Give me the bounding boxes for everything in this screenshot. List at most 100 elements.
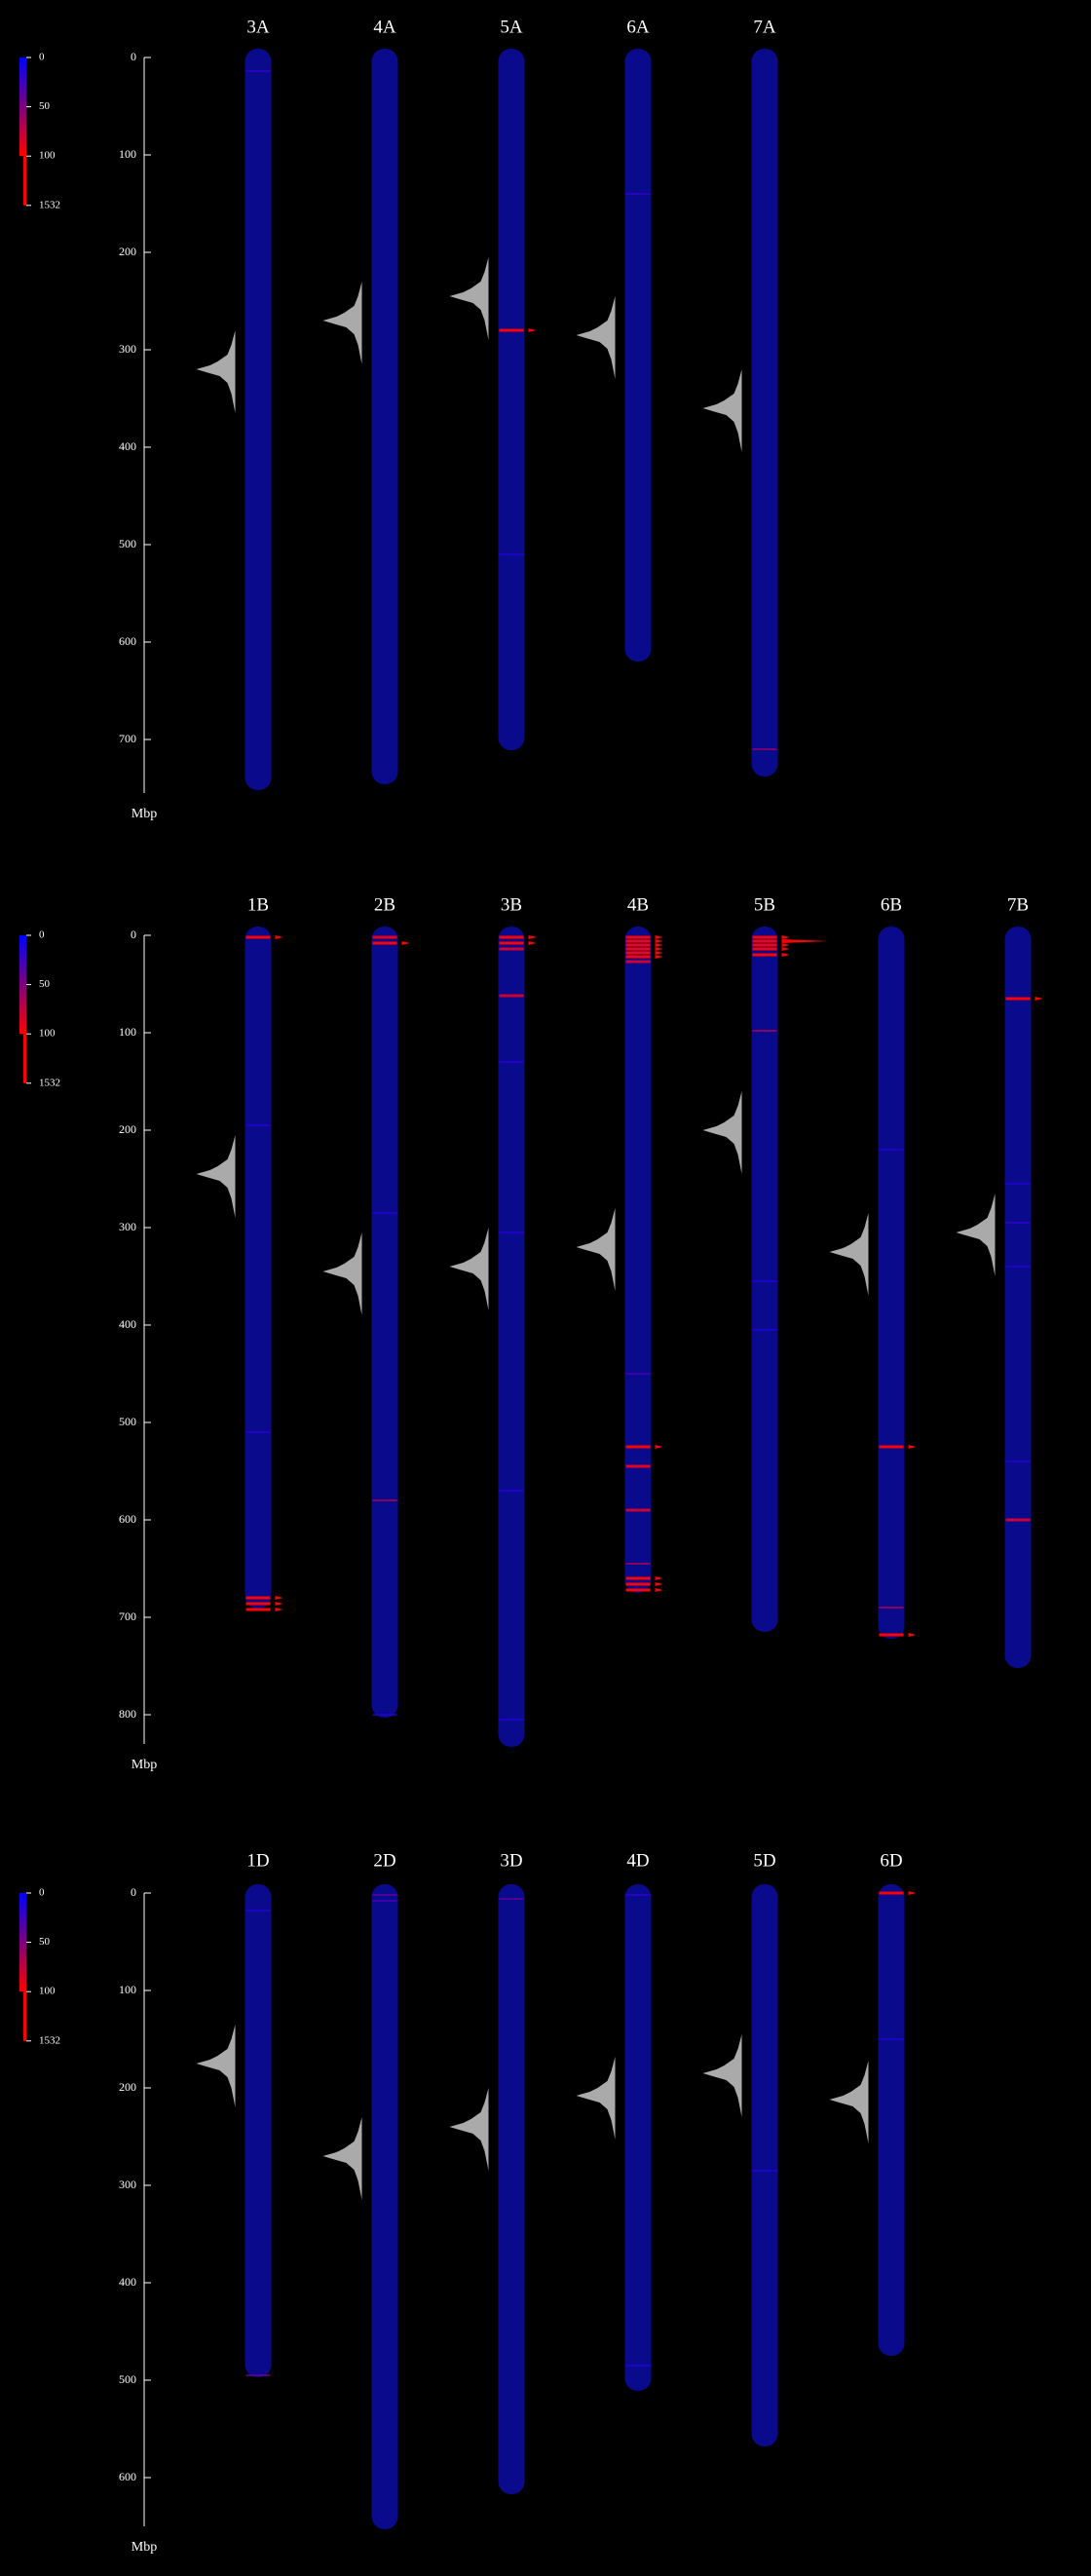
chromosome-label: 4A — [373, 17, 396, 37]
y-tick-label: 700 — [119, 1610, 136, 1623]
chromosome — [371, 1884, 398, 2529]
chromosome — [751, 927, 778, 1632]
band-marker — [275, 1608, 283, 1611]
chromosome — [624, 927, 652, 1593]
band-marker — [275, 1602, 283, 1606]
y-tick-label: 100 — [119, 1025, 136, 1039]
y-tick-label: 0 — [131, 50, 136, 63]
density-peak — [829, 1213, 869, 1296]
chromosome-label: 6D — [880, 1850, 902, 1871]
y-tick-label: 200 — [119, 245, 136, 258]
chromosome — [624, 1884, 652, 2391]
chromosome — [498, 49, 525, 750]
legend-label: 50 — [39, 100, 51, 112]
y-tick-label: 0 — [131, 1885, 136, 1899]
chromosome — [245, 49, 272, 790]
density-peak — [829, 2061, 869, 2143]
y-axis-label: Mbp — [132, 2540, 157, 2555]
y-tick-label: 400 — [119, 2275, 136, 2289]
y-tick-label: 600 — [119, 2470, 136, 2483]
band-marker — [655, 1576, 663, 1580]
legend-tail — [23, 156, 26, 206]
chromosome — [245, 1884, 272, 2377]
density-peak — [576, 1208, 616, 1291]
legend-label: 0 — [39, 929, 45, 941]
density-peak — [576, 2057, 616, 2140]
band-marker — [908, 1445, 917, 1449]
density-peak — [322, 2117, 362, 2200]
chromosome — [498, 1884, 525, 2494]
band-marker — [655, 951, 663, 955]
y-tick-label: 200 — [119, 1122, 136, 1136]
band-marker — [655, 943, 663, 947]
legend-label: 0 — [39, 1887, 45, 1899]
legend-label: 1532 — [39, 1077, 60, 1088]
chromosome-label: 5B — [754, 894, 775, 915]
band-marker — [275, 935, 283, 939]
chromosome-label: 6B — [881, 894, 902, 915]
band-marker — [655, 939, 663, 943]
legend-label: 1532 — [39, 199, 60, 210]
band-marker — [908, 1633, 917, 1637]
density-peak — [702, 369, 742, 452]
legend-label: 1532 — [39, 2034, 60, 2046]
y-tick-label: 0 — [131, 928, 136, 941]
chromosome-label: 4D — [626, 1850, 649, 1871]
band-marker — [655, 1445, 663, 1449]
chromosome-label: 4B — [627, 894, 649, 915]
legend-tail — [23, 1991, 26, 2041]
band-marker — [781, 935, 790, 939]
y-tick-label: 600 — [119, 634, 136, 648]
y-tick-label: 100 — [119, 1983, 136, 1996]
chromosome — [371, 927, 398, 1718]
band-marker — [528, 328, 537, 332]
band-marker — [528, 941, 537, 945]
legend-bar — [19, 1893, 26, 1992]
density-peak — [322, 282, 362, 364]
density-peak — [196, 330, 236, 413]
legend-bar — [19, 57, 26, 157]
y-tick-label: 200 — [119, 2080, 136, 2094]
y-tick-label: 500 — [119, 537, 136, 550]
legend-tail — [23, 1034, 26, 1083]
chromosome-label: 3A — [246, 17, 270, 37]
chromosome — [624, 49, 652, 662]
density-peak — [956, 1193, 996, 1276]
y-tick-label: 500 — [119, 1415, 136, 1428]
chromosome-label: 2D — [373, 1850, 395, 1871]
band-marker — [1035, 997, 1043, 1001]
density-peak — [576, 296, 616, 379]
chromosome-label: 1D — [246, 1850, 269, 1871]
y-axis-label: Mbp — [132, 807, 157, 821]
density-peak — [702, 1091, 742, 1174]
legend-label: 100 — [39, 150, 56, 162]
legend-label: 50 — [39, 978, 51, 990]
y-tick-label: 600 — [119, 1512, 136, 1526]
chromosome-label: 7A — [753, 17, 776, 37]
chromosome-label: 5D — [753, 1850, 775, 1871]
band-marker — [655, 1588, 663, 1592]
y-tick-label: 300 — [119, 2178, 136, 2191]
band-marker — [781, 953, 790, 957]
chromosome — [751, 49, 778, 777]
band-marker — [908, 1891, 917, 1895]
chromosome-label: 3B — [501, 894, 522, 915]
density-peak — [702, 2034, 742, 2117]
y-tick-label: 500 — [119, 2372, 136, 2386]
chromosome-label: 6A — [626, 17, 650, 37]
chromosome-label: 7B — [1007, 894, 1029, 915]
legend-label: 100 — [39, 1028, 56, 1040]
density-peak — [196, 1135, 236, 1218]
band-marker — [655, 947, 663, 951]
band-marker — [655, 1582, 663, 1586]
legend-label: 50 — [39, 1936, 51, 1948]
density-peak — [196, 2025, 236, 2107]
y-tick-label: 300 — [119, 1220, 136, 1233]
y-tick-label: 400 — [119, 1317, 136, 1331]
band-marker — [781, 943, 790, 947]
band-marker — [275, 1596, 283, 1600]
chromosome — [245, 927, 272, 1609]
legend-label: 0 — [39, 52, 45, 63]
chromosome-label: 2B — [374, 894, 395, 915]
